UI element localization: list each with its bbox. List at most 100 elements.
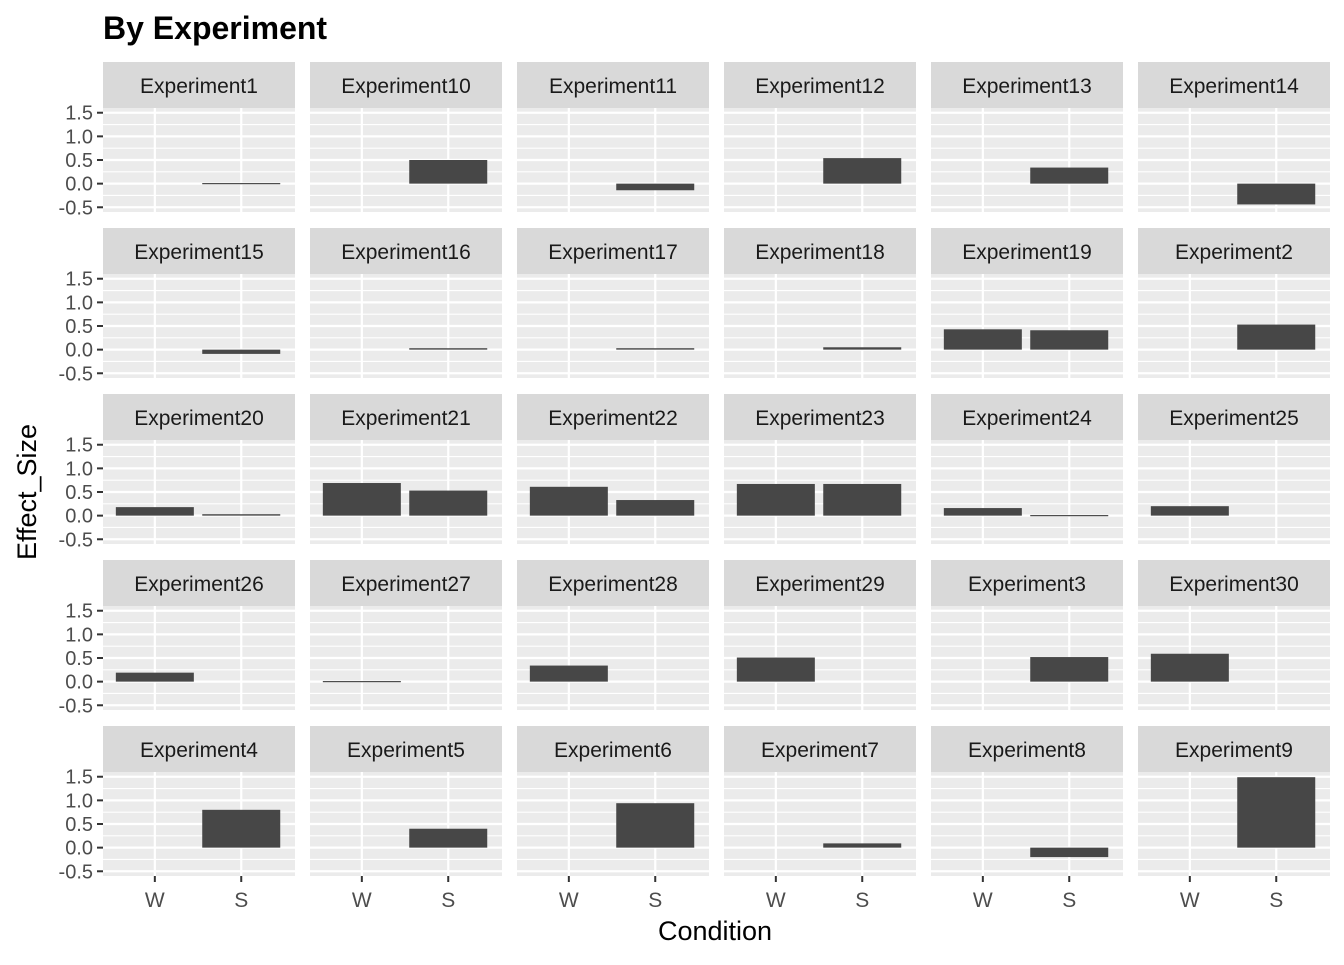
facet-strip-label: Experiment7 [761, 739, 879, 762]
facet-strip [931, 726, 1123, 772]
facet-strip [310, 394, 502, 440]
facet-panel: Experiment14 [1138, 62, 1330, 212]
bar-S [823, 843, 902, 848]
facet-strip-label: Experiment8 [968, 739, 1086, 762]
facet-strip-label: Experiment15 [134, 241, 264, 264]
facet-panel: Experiment30 [1138, 560, 1330, 710]
bar-S [616, 348, 695, 350]
facet-panel: Experiment12 [724, 62, 916, 212]
facet-panel: Experiment28 [517, 560, 709, 710]
x-tick-label: W [559, 889, 579, 912]
facet-panel: Experiment22 [517, 394, 709, 544]
x-tick-label: S [234, 889, 248, 912]
y-tick-label: -0.5 [59, 861, 93, 883]
facet-panel: Experiment1 -0.50.00.51.01.5 [59, 62, 295, 219]
x-axis-label: Condition [658, 916, 772, 946]
facet-strip-label: Experiment12 [755, 75, 885, 98]
facet-strip [103, 560, 295, 606]
facet-strip [517, 228, 709, 274]
facet-strip-label: Experiment2 [1175, 241, 1293, 264]
facet-strip [310, 726, 502, 772]
facet-strip [931, 560, 1123, 606]
bar-S [1030, 515, 1109, 517]
facet-strip [724, 228, 916, 274]
facet-panel: Experiment13 [931, 62, 1123, 212]
bar-W [322, 681, 401, 683]
facet-strip [517, 394, 709, 440]
facet-panel: Experiment18 [724, 228, 916, 378]
facet-panel: Experiment8 W S [931, 726, 1123, 912]
bar-W [736, 657, 815, 682]
y-tick-label: -0.5 [59, 695, 93, 717]
bar-S [1030, 167, 1109, 184]
y-tick-label: 1.5 [65, 601, 93, 623]
facet-strip-label: Experiment30 [1169, 573, 1299, 596]
x-tick-label: W [973, 889, 993, 912]
facet-strip-label: Experiment28 [548, 573, 678, 596]
bar-S [202, 183, 281, 185]
bar-S [823, 347, 902, 350]
facet-strip-label: Experiment21 [341, 407, 471, 430]
facet-panel: Experiment21 [310, 394, 502, 544]
facet-panel: Experiment27 [310, 560, 502, 710]
bar-S [202, 514, 281, 516]
facet-strip-label: Experiment10 [341, 75, 471, 98]
facet-strip-label: Experiment26 [134, 573, 264, 596]
facet-strip [931, 62, 1123, 108]
facet-strip-label: Experiment17 [548, 241, 678, 264]
facet-strip-label: Experiment22 [548, 407, 678, 430]
y-tick-label: -0.5 [59, 197, 93, 219]
facet-strip-label: Experiment9 [1175, 739, 1293, 762]
facet-strip [310, 62, 502, 108]
bar-S [409, 348, 488, 350]
bar-S [616, 500, 695, 516]
y-tick-label: 0.5 [65, 150, 93, 172]
facet-strip-label: Experiment11 [549, 75, 677, 98]
facet-strip [103, 726, 295, 772]
x-tick-label: S [648, 889, 662, 912]
bar-S [202, 349, 281, 354]
bar-S [1237, 183, 1316, 205]
facet-panel: Experiment9 W S [1138, 726, 1330, 912]
facet-strip-label: Experiment1 [140, 75, 258, 98]
bar-S [202, 809, 281, 848]
facet-strip-label: Experiment13 [962, 75, 1092, 98]
bar-S [1030, 657, 1109, 682]
facet-strip [103, 228, 295, 274]
bar-S [409, 490, 488, 516]
bar-W [115, 507, 194, 516]
facet-strip-label: Experiment6 [554, 739, 672, 762]
bar-S [409, 160, 488, 184]
y-tick-label: 0.5 [65, 482, 93, 504]
y-tick-label: 0.5 [65, 316, 93, 338]
facet-strip [724, 726, 916, 772]
bar-W [529, 665, 608, 682]
y-tick-label: 0.5 [65, 648, 93, 670]
facet-strip [103, 62, 295, 108]
facet-panel: Experiment17 [517, 228, 709, 378]
facet-strip [931, 394, 1123, 440]
facet-panel: Experiment29 [724, 560, 916, 710]
facet-panel: Experiment6 W S [517, 726, 709, 912]
facet-strip-label: Experiment16 [341, 241, 471, 264]
bar-S [823, 483, 902, 516]
facet-strip [310, 228, 502, 274]
y-tick-label: -0.5 [59, 529, 93, 551]
y-tick-label: 0.5 [65, 814, 93, 836]
y-tick-label: 0.0 [65, 672, 93, 694]
bar-S [409, 828, 488, 848]
bar-W [943, 329, 1022, 350]
facet-strip [1138, 62, 1330, 108]
y-tick-label: 1.5 [65, 103, 93, 125]
facet-strip [1138, 560, 1330, 606]
y-tick-label: 1.5 [65, 767, 93, 789]
y-tick-label: 1.0 [65, 126, 93, 148]
facet-panel: Experiment7 W S [724, 726, 916, 912]
facet-strip [517, 62, 709, 108]
facet-strip-label: Experiment14 [1169, 75, 1299, 98]
facet-panel: Experiment24 [931, 394, 1123, 544]
facet-panel: Experiment10 [310, 62, 502, 212]
bar-W [1150, 506, 1229, 516]
